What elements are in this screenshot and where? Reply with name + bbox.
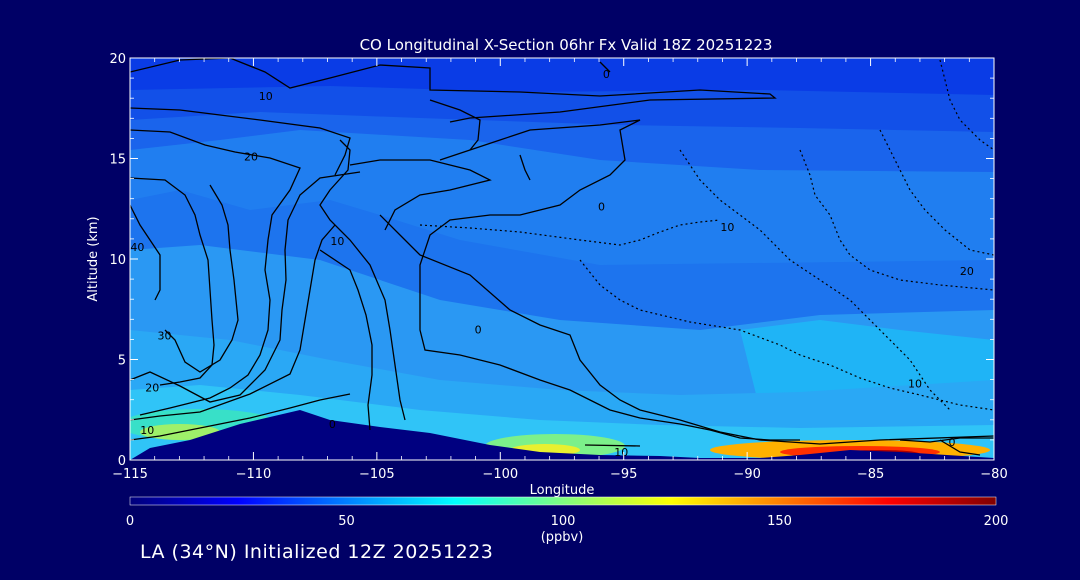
contour-label: 0 (475, 323, 482, 336)
x-tick-label: −85 (857, 467, 884, 482)
x-tick-label: −100 (482, 467, 518, 482)
x-tick-label: −115 (112, 467, 148, 482)
contour-line (164, 184, 239, 373)
contour-label: 0 (598, 201, 605, 214)
contour-line-dotted (579, 259, 994, 411)
contour-line (899, 437, 994, 443)
contour-line (379, 214, 994, 445)
y-tick-label: 15 (109, 153, 126, 168)
x-axis: −115 −110 −105 −100 −95 −90 −85 −80 (112, 58, 1008, 482)
contour-line (130, 171, 361, 403)
contour-label: 20 (960, 265, 974, 278)
contour-line (939, 439, 981, 456)
colorbar-unit-label: (ppbv) (541, 530, 584, 545)
contour-label: 0 (329, 418, 336, 431)
x-tick-label: −95 (610, 467, 637, 482)
contour-line (519, 154, 531, 181)
colorbar-tick-label: 50 (338, 514, 355, 529)
contour-lines-dotted (419, 59, 994, 411)
contour-label: 20 (145, 382, 159, 395)
contour-line (130, 224, 336, 421)
contour-label: 10 (330, 235, 344, 248)
contour-label: 10 (720, 221, 734, 234)
y-tick-label: 10 (109, 253, 126, 268)
colorbar-tick-label: 200 (984, 514, 1009, 529)
contour-label: 10 (259, 90, 273, 103)
contour-line (130, 58, 777, 123)
y-tick-label: 0 (118, 454, 126, 469)
y-axis: 0 5 10 15 20 (109, 52, 994, 469)
contour-label: 10 (614, 446, 628, 459)
contour-line (349, 159, 492, 231)
contour-line-dotted (679, 149, 951, 411)
contour-line (599, 61, 611, 73)
contour-line (319, 249, 373, 431)
initialization-note: LA (34°N) Initialized 12Z 20251223 (140, 541, 494, 563)
colorbar (129, 496, 997, 506)
contour-label: 10 (140, 424, 154, 437)
contour-label: 0 (949, 436, 956, 449)
colorbar-tick-label: 100 (551, 514, 576, 529)
contour-line (319, 139, 406, 421)
y-tick-label: 20 (109, 52, 126, 67)
y-axis-label: Altitude (km) (86, 216, 101, 301)
contour-label: 20 (244, 150, 258, 163)
terrain-mask (130, 410, 994, 460)
contour-label: 10 (908, 378, 922, 391)
x-axis-label: Longitude (530, 483, 595, 498)
contour-label: 0 (603, 68, 610, 81)
x-tick-label: −105 (359, 467, 395, 482)
y-tick-label: 5 (118, 354, 126, 369)
plot-area: 10 20 0 0 10 40 10 20 0 30 20 10 10 0 10 0 (130, 58, 994, 460)
contour-line (429, 99, 481, 151)
contour-line-dotted (419, 219, 721, 246)
contour-label: 30 (158, 329, 172, 342)
x-tick-label: −110 (236, 467, 272, 482)
contour-line (584, 444, 641, 447)
contour-line (130, 107, 351, 176)
contour-line (130, 393, 351, 441)
colorbar-tick-label: 150 (767, 514, 792, 529)
x-tick-label: −80 (980, 467, 1007, 482)
contour-line (130, 204, 161, 301)
colorbar-tick-label: 0 (126, 514, 134, 529)
x-tick-label: −90 (733, 467, 760, 482)
contour-lines-solid (130, 58, 994, 456)
chart-title: CO Longitudinal X-Section 06hr Fx Valid … (360, 36, 773, 54)
contour-line (130, 177, 215, 386)
contour-label: 40 (130, 241, 144, 254)
colorbar-ticks: 0 50 100 150 200 (126, 514, 1009, 529)
contour-line-dotted (879, 129, 994, 256)
contour-line (130, 129, 301, 416)
contour-line (419, 119, 800, 441)
contour-labels: 10 20 0 0 10 40 10 20 0 30 20 10 10 0 10 0 (130, 68, 973, 459)
